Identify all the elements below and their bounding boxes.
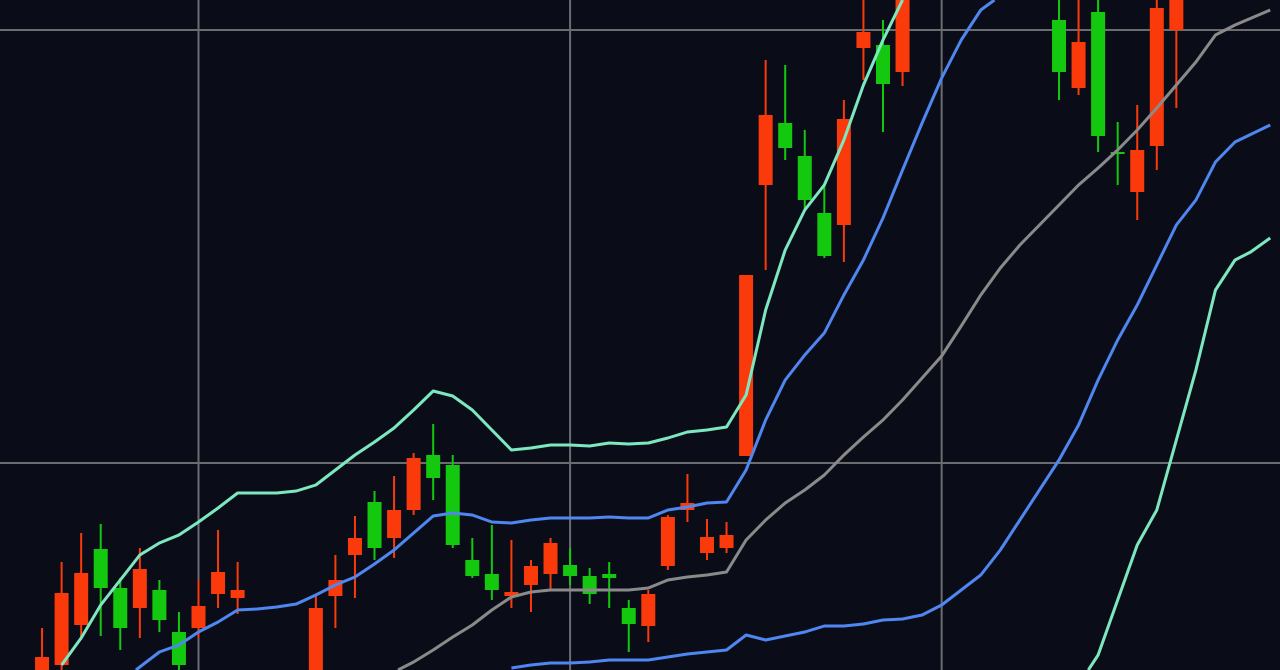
candle-body [113,588,128,628]
candle-body [817,213,832,256]
band-line [60,0,904,666]
candle-body [504,592,519,596]
candle-body [875,45,890,84]
candle-body [152,590,167,620]
candle-body [719,535,734,548]
candle-body [465,560,480,576]
band-line [135,0,996,670]
candle-body [445,465,460,545]
candle-body [699,537,714,553]
band-line [1087,236,1272,670]
candle-body [74,573,89,625]
candle-body [406,458,421,510]
candle-body [778,123,793,148]
candle-body [836,119,851,225]
candle-body [1110,152,1125,154]
candle-body [856,32,871,48]
candle-body [797,156,812,200]
candle-body [543,543,558,574]
candle-body [426,455,441,478]
candle-body [230,590,245,598]
candle-body [602,574,617,578]
candle-body [132,569,147,608]
candle-body [347,538,362,555]
candle-body [1149,8,1164,146]
candle-body [1052,20,1067,72]
candle-body [1130,150,1145,192]
candle-body [758,115,773,185]
candle-body [563,565,578,576]
candle-body [1071,42,1086,88]
candle-body [211,572,226,594]
candle-body [171,632,186,665]
candle-body [1169,0,1184,30]
candle-body [387,510,402,538]
candle-body [641,594,656,626]
candle-body [739,275,754,456]
candle-body [35,657,50,670]
candle-body [660,517,675,566]
candle-body [191,606,206,628]
candle-body [54,593,69,665]
candle-body [367,502,382,548]
band-line [397,8,1271,670]
candle-body [621,608,636,624]
candle-body [1091,12,1106,136]
candle-body [523,566,538,585]
candle-body [308,608,323,670]
candle-body [93,549,108,588]
band-line [511,123,1271,670]
candle-body [895,0,910,72]
candle-body [484,574,499,590]
